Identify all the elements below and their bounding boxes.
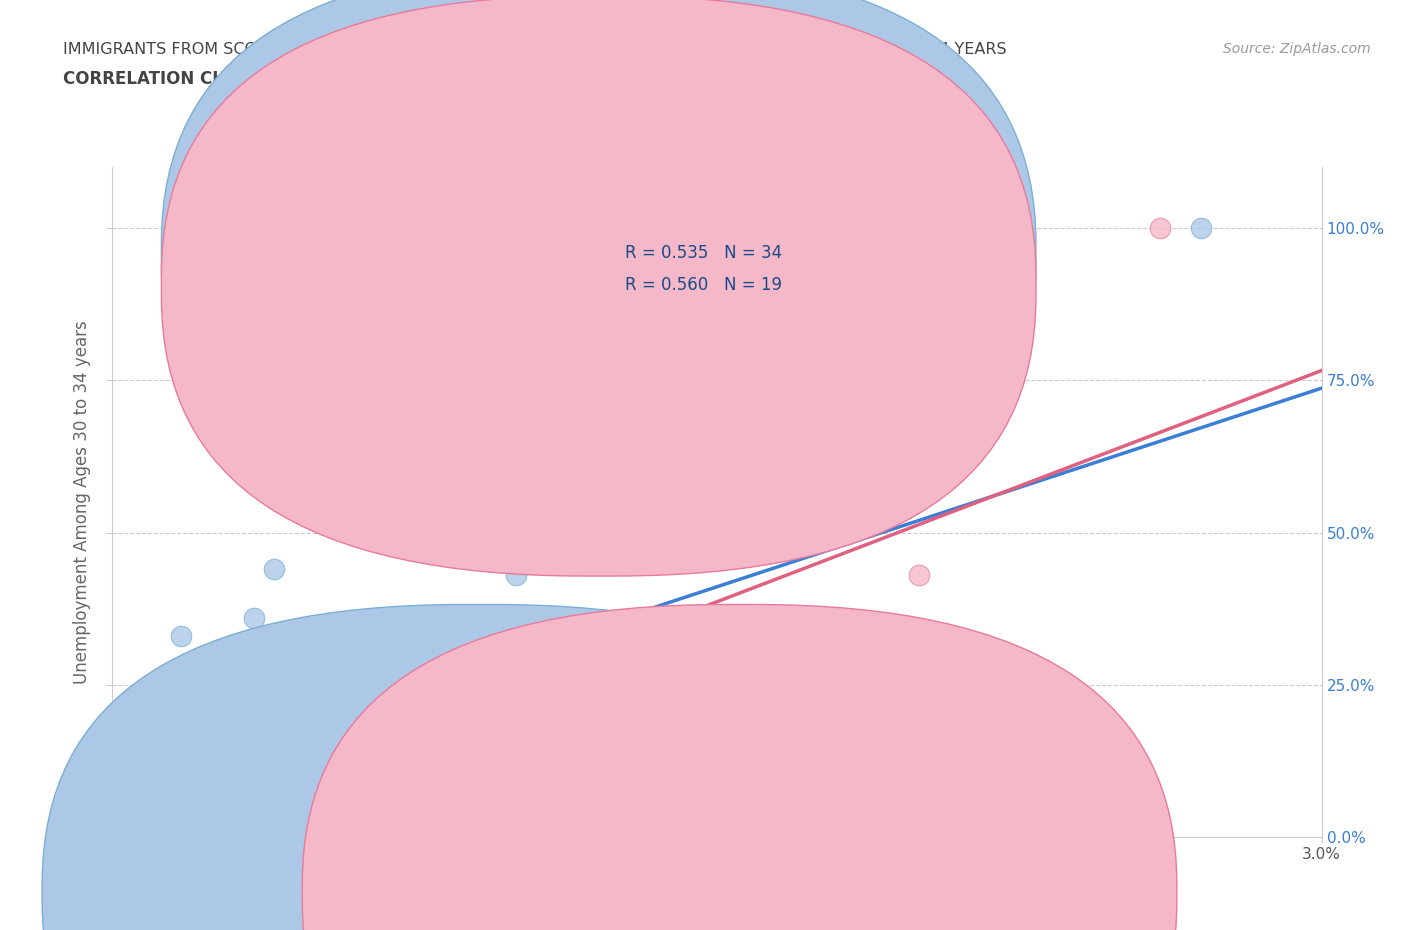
Text: R = 0.535   N = 34: R = 0.535 N = 34 <box>626 245 783 262</box>
Point <box>114 830 136 844</box>
Point <box>170 629 193 644</box>
Point <box>585 732 607 747</box>
Point <box>423 720 446 735</box>
Point <box>1149 220 1171 235</box>
Point <box>343 714 366 729</box>
Text: Source: ZipAtlas.com: Source: ZipAtlas.com <box>1223 42 1371 56</box>
Text: Immigrants from Scotland: Immigrants from Scotland <box>501 885 700 900</box>
Point <box>153 781 176 796</box>
Point <box>162 787 184 802</box>
Point <box>138 805 160 820</box>
Point <box>117 811 139 826</box>
Point <box>105 830 128 844</box>
Point <box>464 720 486 735</box>
Point <box>242 714 264 729</box>
Point <box>134 830 156 844</box>
Point <box>505 568 527 583</box>
Point <box>302 720 325 735</box>
Point <box>110 817 132 832</box>
Point <box>162 775 184 790</box>
Text: IMMIGRANTS FROM SCOTLAND VS IMMIGRANTS FROM SAUDI ARABIA UNEMPLOYMENT AMONG AGES: IMMIGRANTS FROM SCOTLAND VS IMMIGRANTS F… <box>63 42 1007 57</box>
Point <box>585 720 607 735</box>
Text: Immigrants from Saudi Arabia: Immigrants from Saudi Arabia <box>761 885 991 900</box>
Point <box>146 787 169 802</box>
Text: R = 0.560   N = 19: R = 0.560 N = 19 <box>626 276 782 294</box>
Point <box>110 830 132 844</box>
Point <box>110 830 132 844</box>
Point <box>747 720 769 735</box>
Point <box>142 793 165 808</box>
Text: atlas: atlas <box>620 461 823 543</box>
Point <box>117 817 139 832</box>
Point <box>222 726 245 741</box>
Point <box>202 744 225 759</box>
Point <box>302 361 325 376</box>
Point <box>1109 744 1132 759</box>
Point <box>105 830 128 844</box>
Point <box>827 220 849 235</box>
Point <box>907 568 929 583</box>
Text: CORRELATION CHART: CORRELATION CHART <box>63 70 263 87</box>
Text: ZIP: ZIP <box>468 461 620 543</box>
Point <box>134 793 156 808</box>
Point <box>263 562 285 577</box>
Point <box>343 787 366 802</box>
Point <box>125 799 148 814</box>
Y-axis label: Unemployment Among Ages 30 to 34 years: Unemployment Among Ages 30 to 34 years <box>73 320 91 684</box>
Point <box>202 714 225 729</box>
Point <box>384 714 406 729</box>
Point <box>505 805 527 820</box>
Point <box>125 830 148 844</box>
Point <box>105 823 128 838</box>
Point <box>129 799 152 814</box>
Point <box>181 714 204 729</box>
Point <box>1189 220 1212 235</box>
Point <box>110 817 132 832</box>
Point <box>142 793 165 808</box>
Point <box>242 610 264 625</box>
Point <box>948 744 970 759</box>
Point <box>121 805 143 820</box>
Point <box>114 811 136 826</box>
Point <box>190 726 212 741</box>
Point <box>181 714 204 729</box>
Point <box>121 830 143 844</box>
